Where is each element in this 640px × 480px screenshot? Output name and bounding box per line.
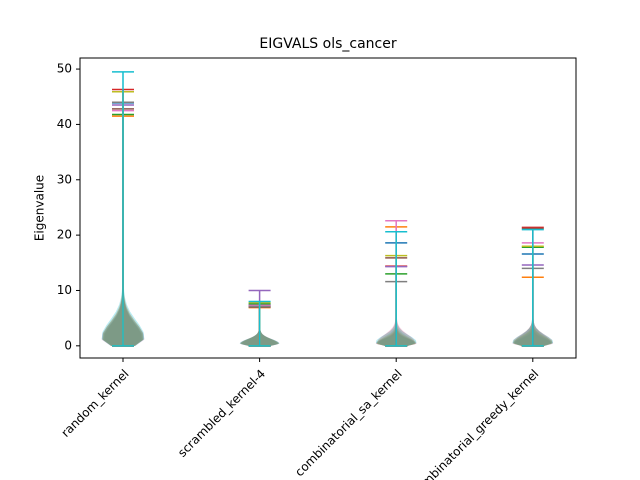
chart-title: EIGVALS ols_cancer bbox=[259, 36, 396, 52]
y-axis-label: Eigenvalue bbox=[33, 175, 47, 241]
plot-frame bbox=[79, 57, 577, 359]
x-tick-label: combinatorial_sa_kernel bbox=[292, 367, 405, 480]
y-tick-label: 30 bbox=[57, 172, 72, 186]
y-tick-label: 0 bbox=[64, 338, 72, 352]
y-tick-label: 50 bbox=[57, 62, 72, 76]
y-tick-label: 40 bbox=[57, 117, 72, 131]
x-tick-label: scrambled_kernel-4 bbox=[175, 367, 268, 460]
y-tick-label: 10 bbox=[57, 283, 72, 297]
y-tick-label: 20 bbox=[57, 228, 72, 242]
x-tick-label: combinatorial_greedy_kernel bbox=[409, 367, 541, 480]
x-tick-label: random_kernel bbox=[58, 367, 131, 440]
